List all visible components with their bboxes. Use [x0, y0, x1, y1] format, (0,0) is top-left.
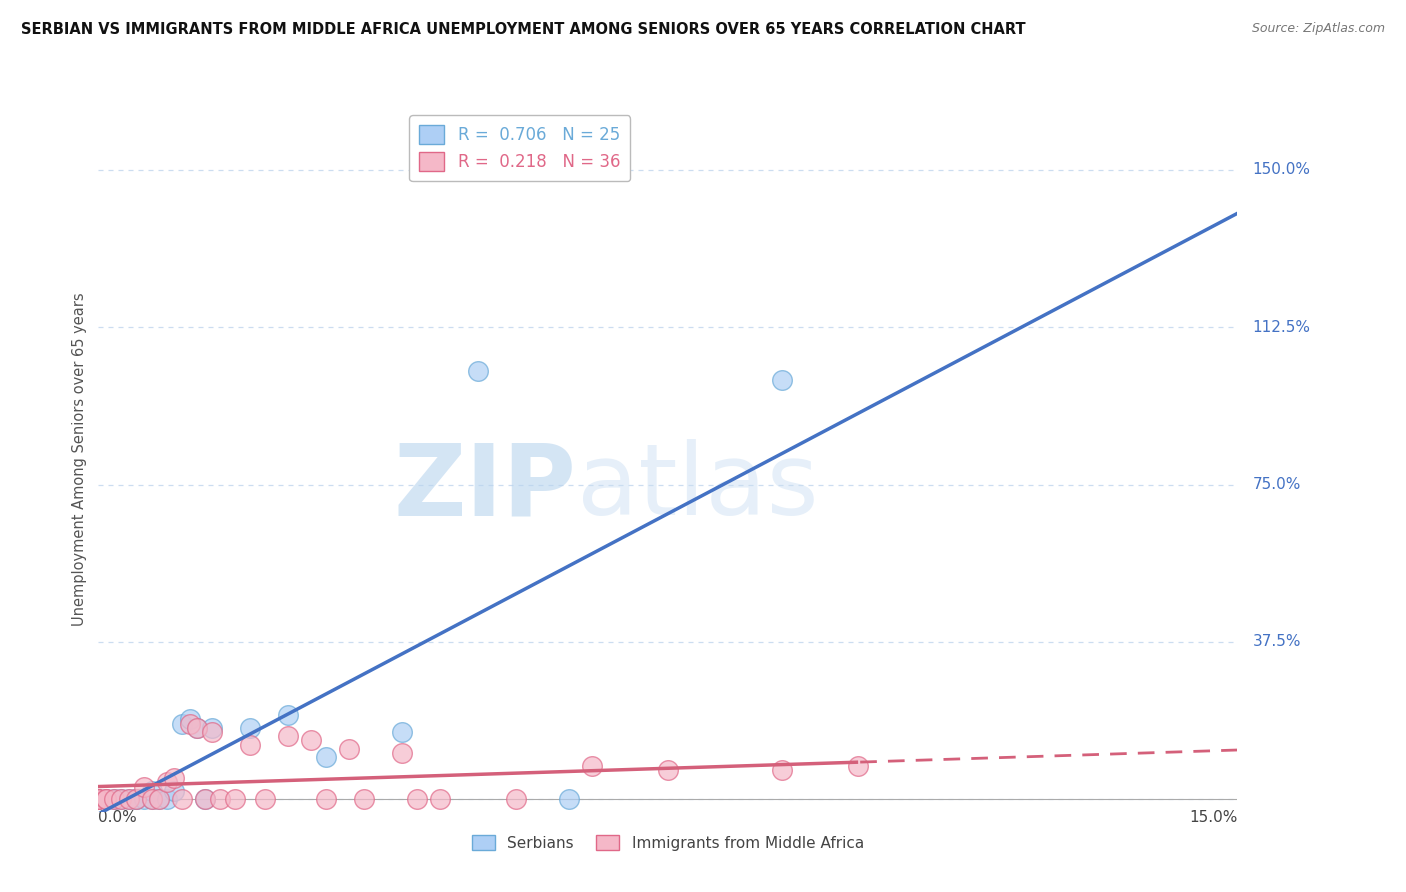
Point: [163, 783, 186, 797]
Text: 0.0%: 0.0%: [98, 810, 138, 824]
Point: [201, 721, 224, 735]
Point: [103, 792, 125, 806]
Point: [87, 792, 110, 806]
Point: [239, 721, 262, 735]
Point: [224, 792, 246, 806]
Point: [429, 792, 451, 806]
Point: [353, 792, 375, 806]
Point: [467, 364, 489, 378]
Point: [170, 792, 193, 806]
Point: [148, 792, 170, 806]
Point: [186, 721, 208, 735]
Point: [179, 716, 201, 731]
Point: [170, 716, 193, 731]
Text: 37.5%: 37.5%: [1253, 634, 1301, 649]
Point: [337, 741, 360, 756]
Point: [141, 792, 163, 806]
Text: 150.0%: 150.0%: [1253, 162, 1310, 178]
Point: [239, 738, 262, 752]
Point: [315, 792, 337, 806]
Point: [277, 729, 299, 743]
Text: atlas: atlas: [576, 439, 818, 536]
Point: [125, 792, 148, 806]
Point: [141, 783, 163, 797]
Text: Source: ZipAtlas.com: Source: ZipAtlas.com: [1251, 22, 1385, 36]
Point: [110, 792, 132, 806]
Point: [201, 725, 224, 739]
Point: [156, 792, 179, 806]
Point: [657, 763, 679, 777]
Point: [277, 708, 299, 723]
Point: [94, 792, 117, 806]
Legend: Serbians, Immigrants from Middle Africa: Serbians, Immigrants from Middle Africa: [465, 829, 870, 857]
Point: [208, 792, 231, 806]
Point: [391, 746, 413, 760]
Y-axis label: Unemployment Among Seniors over 65 years: Unemployment Among Seniors over 65 years: [72, 293, 87, 626]
Point: [110, 792, 132, 806]
Point: [505, 792, 527, 806]
Point: [148, 792, 170, 806]
Point: [194, 792, 217, 806]
Point: [315, 750, 337, 764]
Point: [94, 792, 117, 806]
Point: [406, 792, 429, 806]
Point: [558, 792, 581, 806]
Text: SERBIAN VS IMMIGRANTS FROM MIDDLE AFRICA UNEMPLOYMENT AMONG SENIORS OVER 65 YEAR: SERBIAN VS IMMIGRANTS FROM MIDDLE AFRICA…: [21, 22, 1026, 37]
Point: [194, 792, 217, 806]
Point: [103, 792, 125, 806]
Point: [179, 713, 201, 727]
Point: [254, 792, 277, 806]
Text: 75.0%: 75.0%: [1253, 477, 1301, 492]
Point: [94, 792, 117, 806]
Point: [581, 758, 603, 772]
Point: [118, 792, 141, 806]
Point: [770, 763, 793, 777]
Point: [87, 792, 110, 806]
Point: [770, 373, 793, 387]
Point: [156, 775, 179, 789]
Point: [118, 792, 141, 806]
Point: [186, 721, 208, 735]
Point: [87, 792, 110, 806]
Point: [846, 758, 869, 772]
Point: [391, 725, 413, 739]
Point: [299, 733, 322, 747]
Point: [125, 792, 148, 806]
Point: [87, 792, 110, 806]
Point: [163, 771, 186, 785]
Point: [141, 792, 163, 806]
Point: [132, 780, 155, 794]
Text: 112.5%: 112.5%: [1253, 319, 1310, 334]
Text: ZIP: ZIP: [394, 439, 576, 536]
Point: [125, 792, 148, 806]
Text: 15.0%: 15.0%: [1189, 810, 1237, 824]
Point: [132, 792, 155, 806]
